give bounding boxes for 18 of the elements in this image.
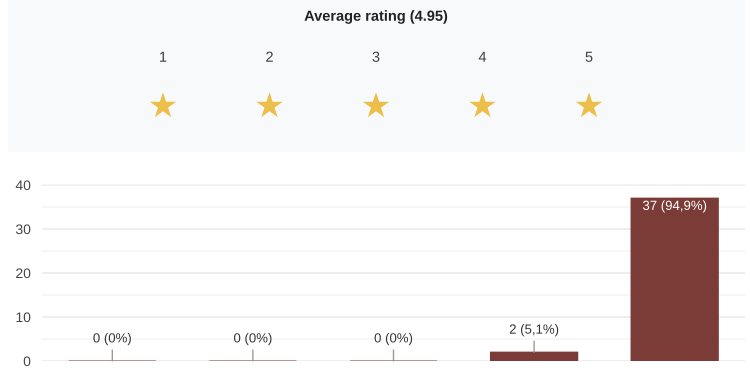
data-label: 0 (0%) bbox=[234, 332, 272, 346]
data-label: 2 (5,1%) bbox=[510, 324, 558, 336]
text: 1 bbox=[160, 52, 166, 62]
data-label: 37 (94,9%) bbox=[642, 200, 706, 213]
data-label: 0 (0%) bbox=[93, 332, 131, 346]
y-tick-label: 10 bbox=[16, 312, 30, 322]
y-tick-label: 40 bbox=[16, 180, 30, 190]
text: 5 bbox=[586, 52, 592, 62]
text: 4 bbox=[478, 52, 486, 62]
text: 2 bbox=[266, 52, 273, 62]
bar bbox=[490, 352, 578, 361]
chart-title: Average rating (4.95) bbox=[304, 10, 448, 24]
y-tick-label: 0 bbox=[24, 356, 30, 366]
y-tick-label: 20 bbox=[16, 268, 30, 278]
y-tick-label: 30 bbox=[16, 224, 30, 234]
data-label: 0 (0%) bbox=[374, 332, 412, 346]
text: 3 bbox=[372, 52, 380, 62]
bar bbox=[630, 198, 719, 361]
